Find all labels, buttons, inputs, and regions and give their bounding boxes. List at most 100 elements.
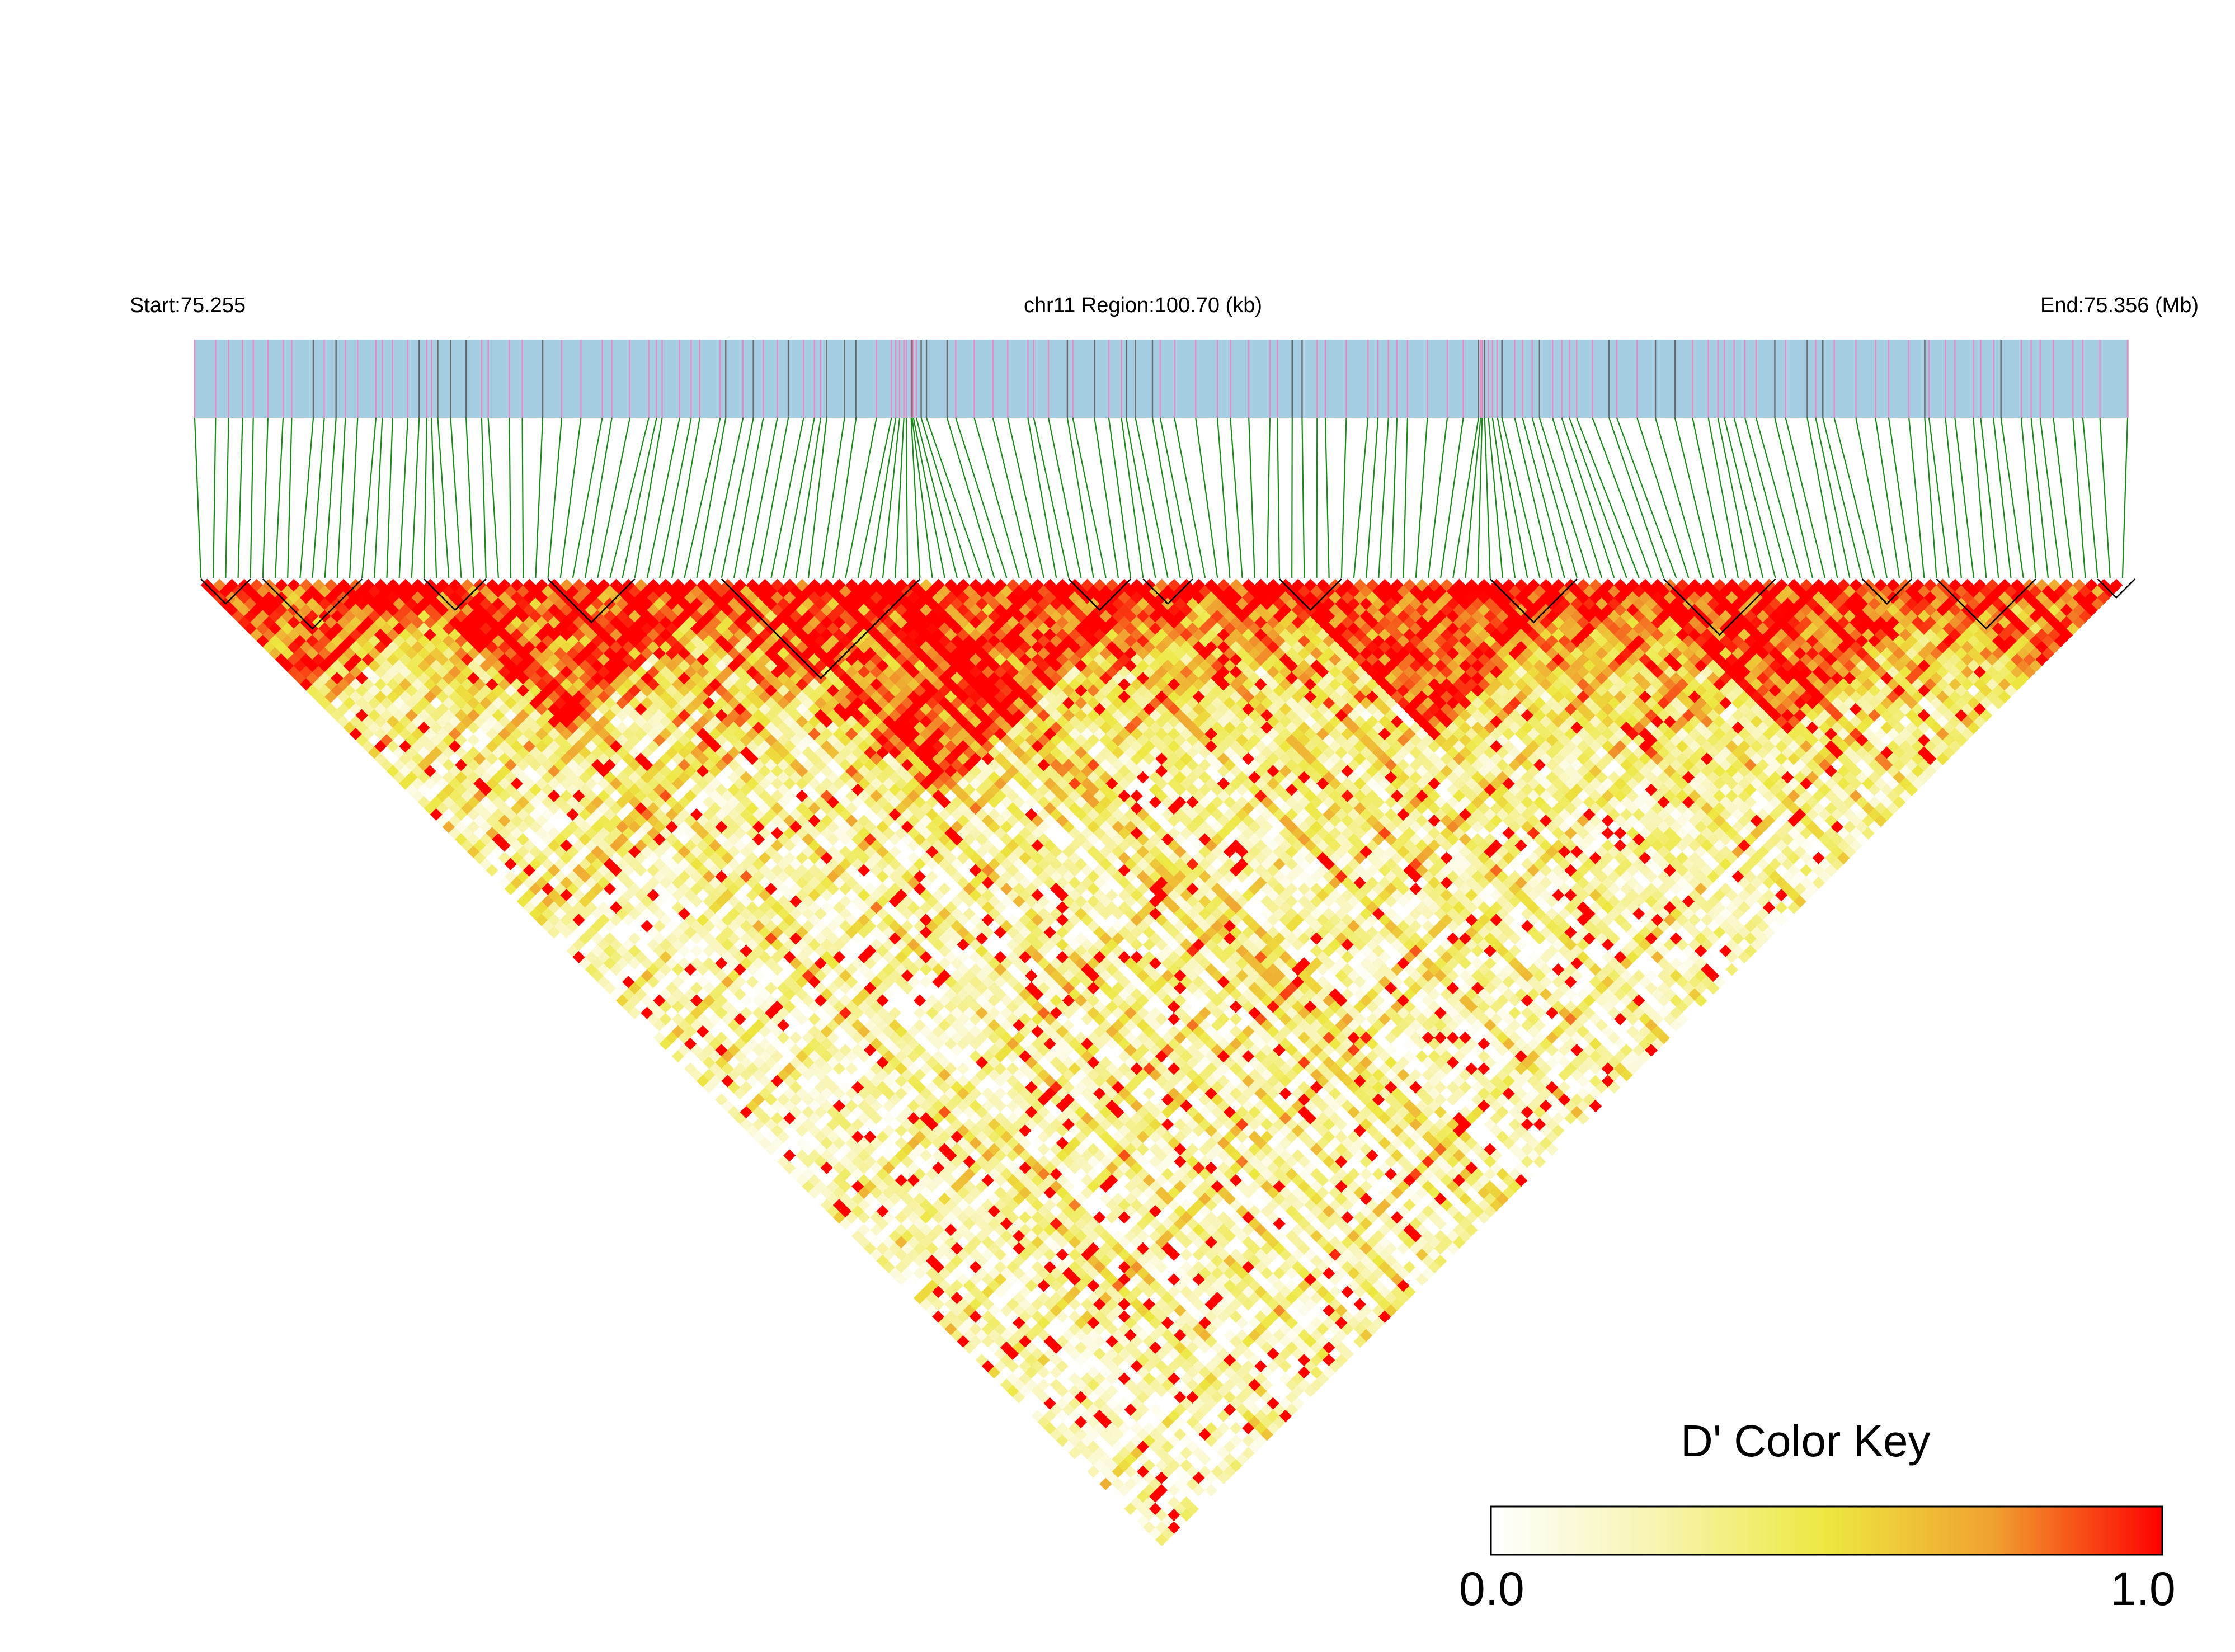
snp-connector-line [1033,417,1070,578]
snp-connector-line [1195,417,1218,578]
snp-connector-line [213,417,217,578]
snp-connector-line [1340,417,1347,578]
snp-connector-line [521,417,524,578]
snp-connector-line [1744,417,1789,578]
snp-connector-line [1266,417,1271,578]
snp-connector-line [398,417,409,578]
snp-connector-line [1066,417,1094,578]
snp-connector-line [770,417,804,578]
snp-connector-line [1815,417,1851,578]
snp-connector-line [1121,417,1144,578]
snp-connector-line [1954,417,1975,578]
snp-connector-line [287,417,293,578]
snp-connector-line [1378,417,1389,578]
snp-connector-line [857,417,892,578]
snp-connector-line [2121,417,2129,578]
snp-connector-line [920,417,971,578]
snp-connector-line [1488,417,1504,578]
snp-connector-line [1945,417,1962,578]
snp-connector-line [374,417,383,578]
snp-connector-line [1048,417,1082,578]
snp-connector-line [262,417,269,578]
snp-connector-line [1980,417,1999,578]
snp-connector-line [622,417,657,578]
snp-connector-line [1027,417,1057,578]
snp-connector-line [1674,417,1714,578]
snp-connector-line [1733,417,1776,578]
snp-connector-line [1636,417,1690,578]
snp-connector-line [274,417,284,578]
snp-connector-line [1531,417,1578,578]
snp-connector-line [832,417,857,578]
snp-connector-line [1908,417,1925,578]
snp-connector-line [721,417,754,578]
snp-connector-line [1592,417,1652,578]
snp-connector-line [1717,417,1752,578]
snp-connector-line [869,417,897,578]
snp-connector-line [946,417,995,578]
snp-connector-line [423,417,427,578]
snp-connector-line [1324,417,1330,578]
snp-connector-line [225,417,229,578]
snp-connector-line [2000,417,2024,578]
snp-connector-line [1888,417,1913,578]
snp-connector-line [2099,417,2111,578]
snp-connector-line [465,417,474,578]
snp-connector-line [1576,417,1640,578]
snp-connector-line [1151,417,1181,578]
snp-connector-line [609,417,650,578]
snp-connector-line [250,417,254,578]
snp-connector-line [733,417,764,578]
snp-position-track [194,340,2129,418]
snp-connector-line [911,417,933,578]
snp-connector-line [584,417,613,578]
snp-connector-line [746,417,778,578]
snp-connector-line [1316,417,1318,578]
snp-connector-line [882,417,901,578]
snp-connector-line [1248,417,1255,578]
snp-connector-line [1501,417,1541,578]
snp-connector-line [1094,417,1119,578]
ld-heatmap-cells [200,578,2123,1546]
snp-connector-line [973,417,1020,578]
snp-connector-line [1928,417,1950,578]
snp-connector-line [783,417,815,578]
snp-connector-line [194,417,202,578]
snp-connector-line [450,417,462,578]
snp-connector-line [1993,417,2012,578]
snp-connector-line [1833,417,1875,578]
snp-connector-line [915,417,958,578]
snp-connector-line [1514,417,1553,578]
snp-connector-line [684,417,721,578]
snp-connector-line [1855,417,1888,578]
snp-connector-line [1755,417,1801,578]
snp-connector-line [1159,417,1193,578]
snp-connector-line [1616,417,1677,578]
snp-connector-line [634,417,663,578]
snp-connector-line [386,417,393,578]
snp-connector-line [572,417,603,578]
snp-connector-line [2053,417,2074,578]
snp-connector-line [299,417,314,578]
snp-connector-line [1366,417,1379,578]
snp-connector-line [431,417,437,578]
snp-connector-line [1973,417,1987,578]
snp-connector-line [2030,417,2049,578]
snp-connector-line [1277,417,1281,578]
snp-connector-line [1924,417,1937,578]
snp-connector-line [708,417,744,578]
snp-connector-line [1569,417,1627,578]
snp-connector-line [905,417,909,578]
snp-connector-line [820,417,845,578]
snp-connector-line [1126,417,1156,578]
snp-connector-line [1440,417,1464,578]
snp-connector-line [1427,417,1448,578]
snp-connector-line [1692,417,1726,578]
snp-connector-line [894,417,905,578]
snp-connector-line [1452,417,1479,578]
snp-connector-line [1484,417,1491,578]
snp-connector-line [312,417,325,578]
snp-connector-line [2039,417,2062,578]
snp-connector-line [1655,417,1702,578]
